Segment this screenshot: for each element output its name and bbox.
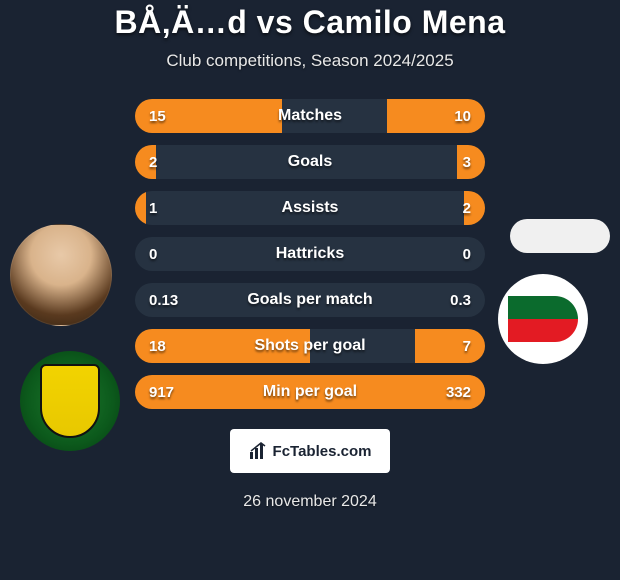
stat-row: 23Goals — [135, 145, 485, 179]
stat-row: 187Shots per goal — [135, 329, 485, 363]
club-flag-icon — [508, 296, 578, 342]
stat-label: Assists — [135, 199, 485, 217]
stat-row: 917332Min per goal — [135, 375, 485, 409]
stat-label: Goals — [135, 153, 485, 171]
stat-row: 12Assists — [135, 191, 485, 225]
stat-row: 0.130.3Goals per match — [135, 283, 485, 317]
stat-label: Shots per goal — [135, 337, 485, 355]
player-right-club-badge — [498, 274, 588, 364]
bar-chart-icon — [249, 442, 267, 460]
player-left-club-badge — [20, 351, 120, 451]
page-title: BÅ‚Ä…d vs Camilo Mena — [114, 4, 505, 41]
stats-area: 1510Matches 23Goals 12Assists 00Hattricks 0.… — [0, 99, 620, 421]
player-left-avatar — [10, 224, 112, 326]
page-subtitle: Club competitions, Season 2024/2025 — [166, 51, 453, 71]
comparison-card: BÅ‚Ä…d vs Camilo Mena Club competitions,… — [0, 0, 620, 580]
stat-label: Goals per match — [135, 291, 485, 309]
player-right-avatar — [510, 219, 610, 253]
logo-text: FcTables.com — [273, 443, 372, 460]
date-line: 26 november 2024 — [243, 493, 376, 511]
flag-stripe-top — [508, 296, 578, 319]
club-shield-icon — [40, 364, 100, 438]
stat-row: 1510Matches — [135, 99, 485, 133]
stat-label: Matches — [135, 107, 485, 125]
stat-label: Hattricks — [135, 245, 485, 263]
flag-stripe-bottom — [508, 319, 578, 342]
stats-list: 1510Matches 23Goals 12Assists 00Hattricks 0.… — [135, 99, 485, 421]
stat-label: Min per goal — [135, 383, 485, 401]
stat-row: 00Hattricks — [135, 237, 485, 271]
fctables-logo[interactable]: FcTables.com — [230, 429, 390, 473]
